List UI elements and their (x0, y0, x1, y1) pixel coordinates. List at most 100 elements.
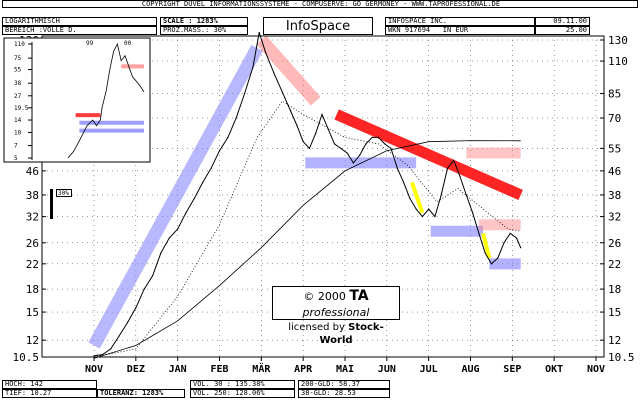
price-point (402, 181, 405, 183)
y-tick-label-left: 32 (26, 211, 39, 224)
range-box: BEREICH :VOLLE D. (2, 26, 157, 35)
highlight-segment (481, 232, 492, 259)
x-tick-label: MÄR (252, 361, 271, 375)
license-pro: professional (302, 306, 370, 319)
license-box: © 2000 TA professional licensed by Stock… (272, 286, 400, 346)
date-label: 09.11.00 (553, 17, 587, 25)
price-point (227, 136, 229, 139)
x-tick-label: AUG (461, 364, 479, 375)
price-point (421, 216, 423, 218)
license-by: licensed by (288, 322, 345, 333)
x-tick-label: JAN (169, 364, 187, 375)
price-point (235, 117, 237, 119)
price-point (168, 237, 170, 239)
inset-year-label: 00 (124, 40, 132, 47)
price-point (193, 197, 195, 199)
y-tick-label-left: 10.5 (13, 351, 40, 364)
license-line2: licensed by Stock-World (273, 321, 399, 347)
inset-price-line (67, 42, 145, 159)
y-tick-label-right: 18 (608, 283, 621, 296)
y-tick-label-right: 32 (608, 211, 621, 224)
price-point (296, 124, 298, 127)
hoch-label: HOCH: 142 (5, 380, 43, 388)
plot-frame (41, 35, 605, 358)
y-tick-label-right: 22 (608, 258, 621, 271)
price-point (446, 167, 449, 169)
price-point (258, 31, 260, 34)
price-point (503, 242, 505, 244)
price-point (440, 194, 442, 196)
price-point (396, 167, 398, 169)
y-tick-label-left: 18 (26, 283, 39, 296)
zones-layer (88, 35, 523, 349)
toleranz-label: TOLERANZ: 1283% (100, 389, 164, 397)
price-point (264, 51, 267, 53)
y-tick-label-left: 26 (26, 237, 39, 250)
price-point (465, 194, 467, 196)
price-point (308, 147, 311, 149)
vol250-box: VOL. 250: 128.06% (190, 389, 295, 398)
license-ta: TA (349, 288, 369, 304)
wkn-box: WKN 917694 IN EUR (385, 26, 535, 35)
price-point (459, 175, 461, 178)
price-point (273, 72, 275, 74)
inset-frame (3, 37, 151, 163)
y-tick-label-right: 70 (608, 112, 621, 125)
price-point (471, 212, 474, 214)
price-point (118, 335, 120, 337)
price-label: 25.00 (565, 26, 587, 34)
price-point (520, 247, 522, 249)
vol30-label: VOL. 30 : 135.38% (193, 380, 265, 388)
tief-label: TIEF: 10.27 (5, 389, 52, 397)
price-point (327, 128, 329, 130)
price-point (244, 92, 246, 95)
gld38-line (93, 100, 521, 358)
inset-y-label: 75 (14, 55, 22, 62)
x-tick-label: APR (294, 364, 313, 375)
y-tick-label-right: 38 (608, 189, 621, 202)
inset-y-label: 19.5 (14, 105, 29, 112)
price-line (93, 32, 522, 357)
price-point (281, 91, 283, 93)
y-tick-label-right: 26 (608, 237, 621, 250)
gld200-box: 200-GLD: 58.37 (298, 380, 390, 389)
price-point (110, 348, 112, 350)
x-tick-label: MAI (336, 364, 354, 375)
price-point (135, 307, 137, 309)
price-point (497, 257, 499, 259)
price-point (484, 252, 486, 254)
inset-y-label: 7 (14, 143, 18, 150)
series-layer (93, 31, 522, 359)
license-year: © 2000 (303, 290, 346, 303)
price-point (101, 354, 103, 356)
gld38-label: 38-GLD: 28.53 (301, 389, 356, 397)
brand-logo: InfoSpace (263, 17, 373, 35)
price-point (340, 147, 342, 149)
scale-type-box: LOGARITHMISCH (2, 17, 157, 26)
y-tick-label-left: 46 (26, 165, 39, 178)
hoch-box: HOCH: 142 (2, 380, 97, 389)
trend-channel (256, 35, 321, 106)
x-tick-label: OKT (545, 364, 563, 375)
company-label: INFOSPACE INC. (388, 17, 448, 25)
price-point (359, 154, 361, 157)
price-point (290, 110, 292, 112)
inset-chart: 5 7 10 14 19.5 27 38 55 75 110 99 00 (3, 37, 151, 163)
price-point (143, 288, 145, 290)
copyright-text: COPYRIGHT DÜVEL INFORMATIONSSYSTEME - CO… (141, 0, 501, 8)
price-point (151, 275, 154, 277)
gld200-label: 200-GLD: 58.37 (301, 380, 361, 388)
price-point (126, 321, 129, 324)
scale-box: SCALE : 1283% (160, 17, 248, 26)
vol30-box: VOL. 30 : 135.38% (190, 380, 295, 389)
price-point (478, 232, 480, 235)
toleranz-box: TOLERANZ: 1283% (97, 389, 185, 398)
inset-y-label: 110 (14, 41, 25, 48)
price-box: 25.00 (535, 26, 590, 35)
x-tick-label: JUL (420, 364, 438, 375)
inset-year-label: 99 (86, 40, 94, 47)
price-point (302, 141, 304, 143)
gld200-line (93, 140, 521, 359)
price-point (346, 152, 348, 154)
